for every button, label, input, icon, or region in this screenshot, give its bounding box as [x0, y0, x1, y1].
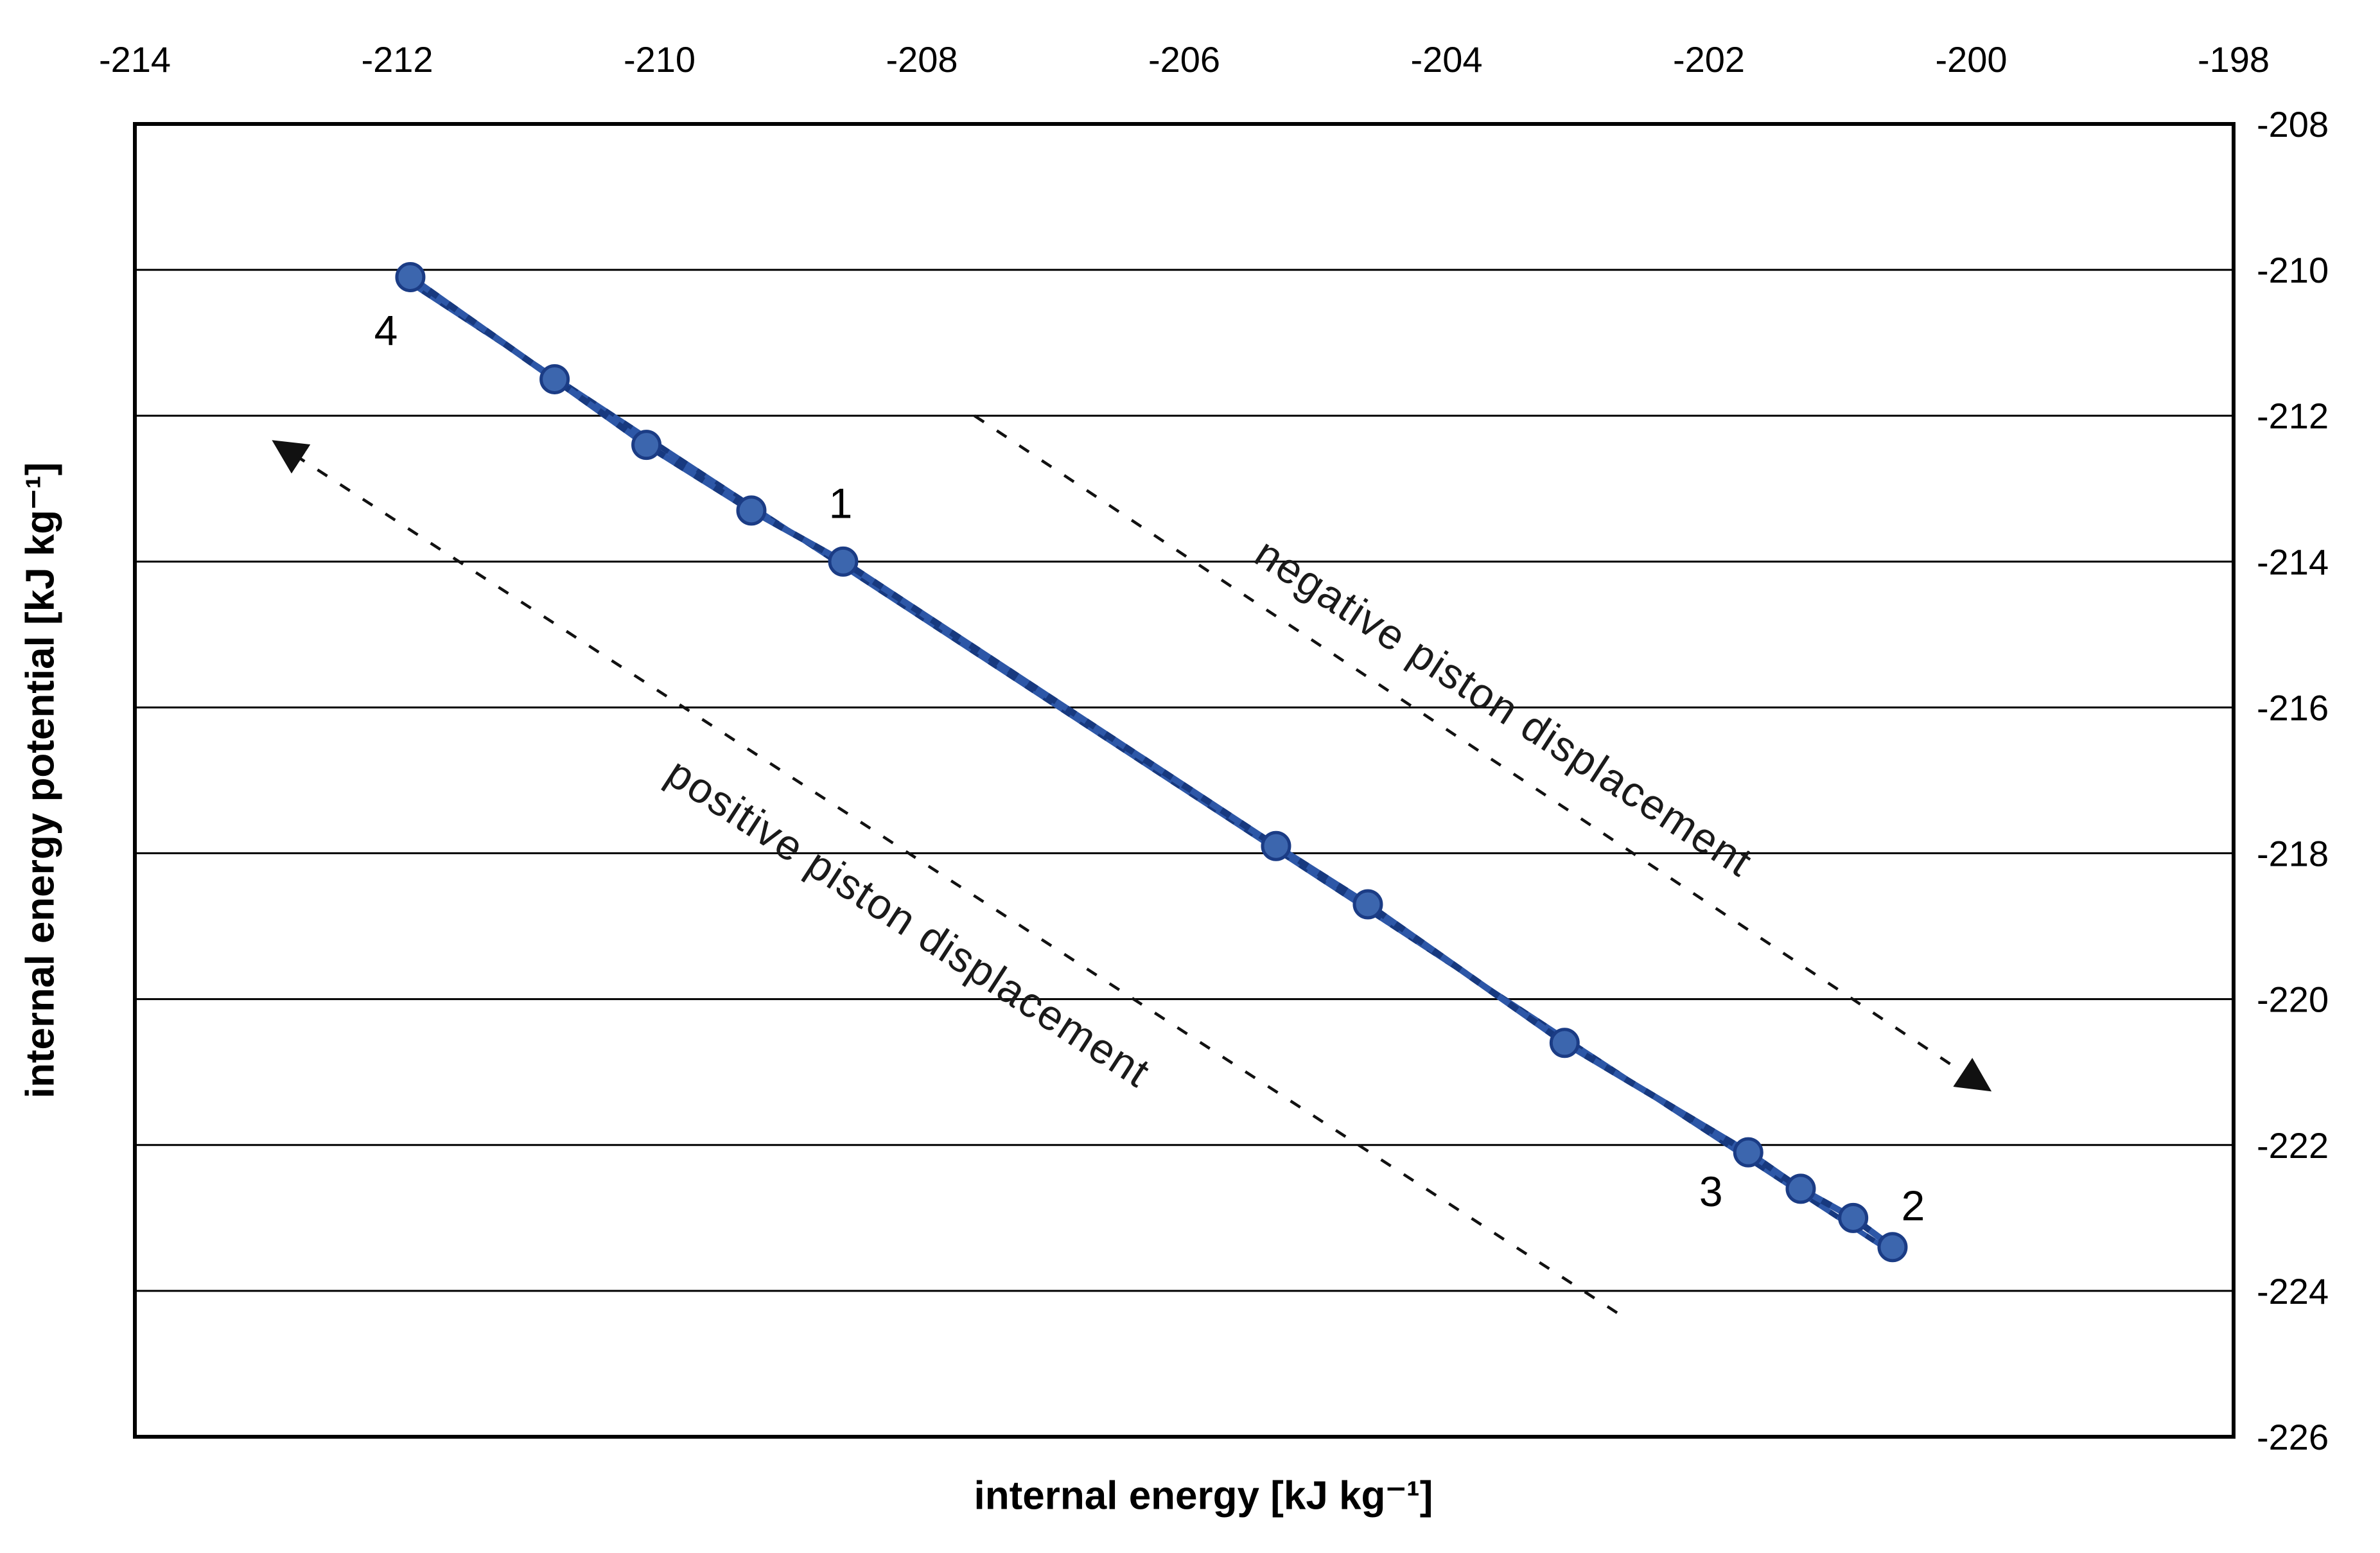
y-tick-label--214: -214 — [2257, 541, 2329, 582]
data-point-marker-3 — [736, 495, 767, 526]
y-tick-label--220: -220 — [2257, 979, 2329, 1020]
state-point-label-4: 4 — [374, 306, 398, 354]
data-point-marker-11 — [1877, 1232, 1908, 1263]
data-point-marker-2 — [631, 430, 662, 461]
data-point-marker-9 — [1785, 1173, 1816, 1204]
x-tick-label--208: -208 — [886, 39, 958, 80]
y-axis-title: internal energy potential [kJ kg⁻¹] — [18, 462, 63, 1099]
y-tick-label--226: -226 — [2257, 1417, 2329, 1457]
state-point-label-3: 3 — [1699, 1168, 1723, 1215]
data-point-marker-6 — [1352, 889, 1383, 920]
state-point-label-1: 1 — [829, 479, 853, 527]
y-tick-label--216: -216 — [2257, 687, 2329, 728]
data-point-marker-10 — [1838, 1202, 1869, 1233]
positive-piston-displacement-arrow — [272, 440, 1618, 1314]
x-axis-title: internal energy [kJ kg⁻¹] — [974, 1473, 1433, 1518]
data-point-marker-4 — [828, 546, 859, 577]
x-tick-label--202: -202 — [1673, 39, 1745, 80]
x-tick-label--210: -210 — [624, 39, 696, 80]
x-tick-label--200: -200 — [1935, 39, 2007, 80]
data-point-marker-7 — [1549, 1028, 1580, 1058]
x-tick-label--204: -204 — [1410, 39, 1482, 80]
data-point-marker-8 — [1733, 1137, 1763, 1168]
data-point-marker-5 — [1261, 830, 1291, 861]
x-tick-label--198: -198 — [2198, 39, 2270, 80]
y-tick-label--212: -212 — [2257, 396, 2329, 436]
x-tick-label--212: -212 — [361, 39, 433, 80]
y-tick-label--218: -218 — [2257, 834, 2329, 874]
data-point-marker-0 — [395, 261, 426, 292]
x-tick-label--214: -214 — [99, 39, 171, 80]
plot-border — [133, 122, 2236, 1439]
x-tick-label--206: -206 — [1148, 39, 1220, 80]
state-point-label-2: 2 — [1902, 1182, 1925, 1229]
y-tick-label--210: -210 — [2257, 250, 2329, 290]
data-point-marker-1 — [539, 364, 570, 394]
y-tick-label--222: -222 — [2257, 1125, 2329, 1166]
y-tick-label--208: -208 — [2257, 104, 2329, 145]
y-tick-label--224: -224 — [2257, 1271, 2329, 1312]
cycle-line-braid — [408, 274, 1894, 1250]
